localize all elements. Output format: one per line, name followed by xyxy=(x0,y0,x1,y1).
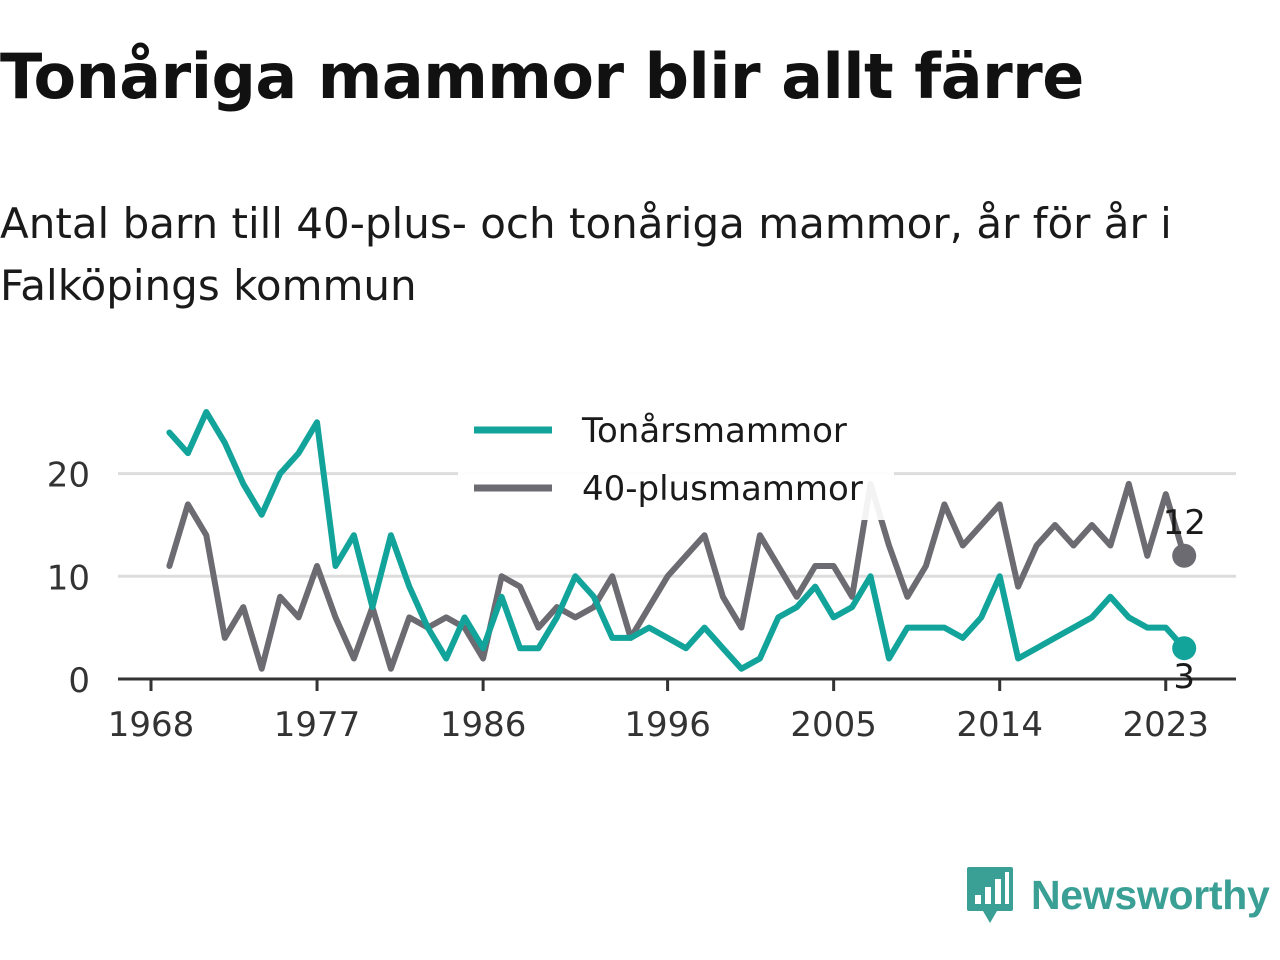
newsworthy-logo-icon xyxy=(967,867,1013,923)
x-tick-label: 1996 xyxy=(624,705,711,745)
brand: Newsworthy xyxy=(965,865,1270,925)
end-labels: 12 3 xyxy=(1163,503,1206,697)
series-lines xyxy=(166,409,1188,672)
y-axis: 0 10 20 xyxy=(47,456,90,701)
line-chart: 0 10 20 1968 1977 1986 1996 2005 2014 2023 Tonår… xyxy=(46,405,1236,745)
legend-label: Tonårsmammor xyxy=(581,411,847,451)
y-tick-label: 10 xyxy=(47,558,90,598)
end-marker-40-plusmammor xyxy=(1172,543,1197,568)
x-tick-label: 1986 xyxy=(440,705,527,745)
end-marker-tonarsmammor xyxy=(1172,636,1197,661)
chart-subtitle: Antal barn till 40-plus- och tonåriga ma… xyxy=(0,199,1172,310)
end-label-40-plusmammor: 12 xyxy=(1163,503,1206,543)
x-tick-label: 2014 xyxy=(956,705,1043,745)
legend: Tonårsmammor 40-plusmammor xyxy=(458,405,894,520)
brand-name: Newsworthy xyxy=(1031,871,1270,918)
series-line-40-plusmammor xyxy=(166,480,1188,672)
y-tick-label: 0 xyxy=(68,661,90,701)
x-tick-label: 1977 xyxy=(274,705,361,745)
x-tick-label: 1968 xyxy=(108,705,195,745)
legend-background xyxy=(458,405,894,520)
end-label-tonarsmammor: 3 xyxy=(1173,657,1195,697)
series-line-tonarsmammor xyxy=(166,409,1188,672)
chart-title: Tonåriga mammor blir allt färre xyxy=(0,40,1084,113)
x-tick-label: 2023 xyxy=(1122,705,1209,745)
x-axis: 1968 1977 1986 1996 2005 2014 2023 xyxy=(108,677,1236,745)
y-tick-label: 20 xyxy=(47,456,90,496)
legend-label: 40-plusmammor xyxy=(582,469,863,509)
x-tick-label: 2005 xyxy=(790,705,877,745)
